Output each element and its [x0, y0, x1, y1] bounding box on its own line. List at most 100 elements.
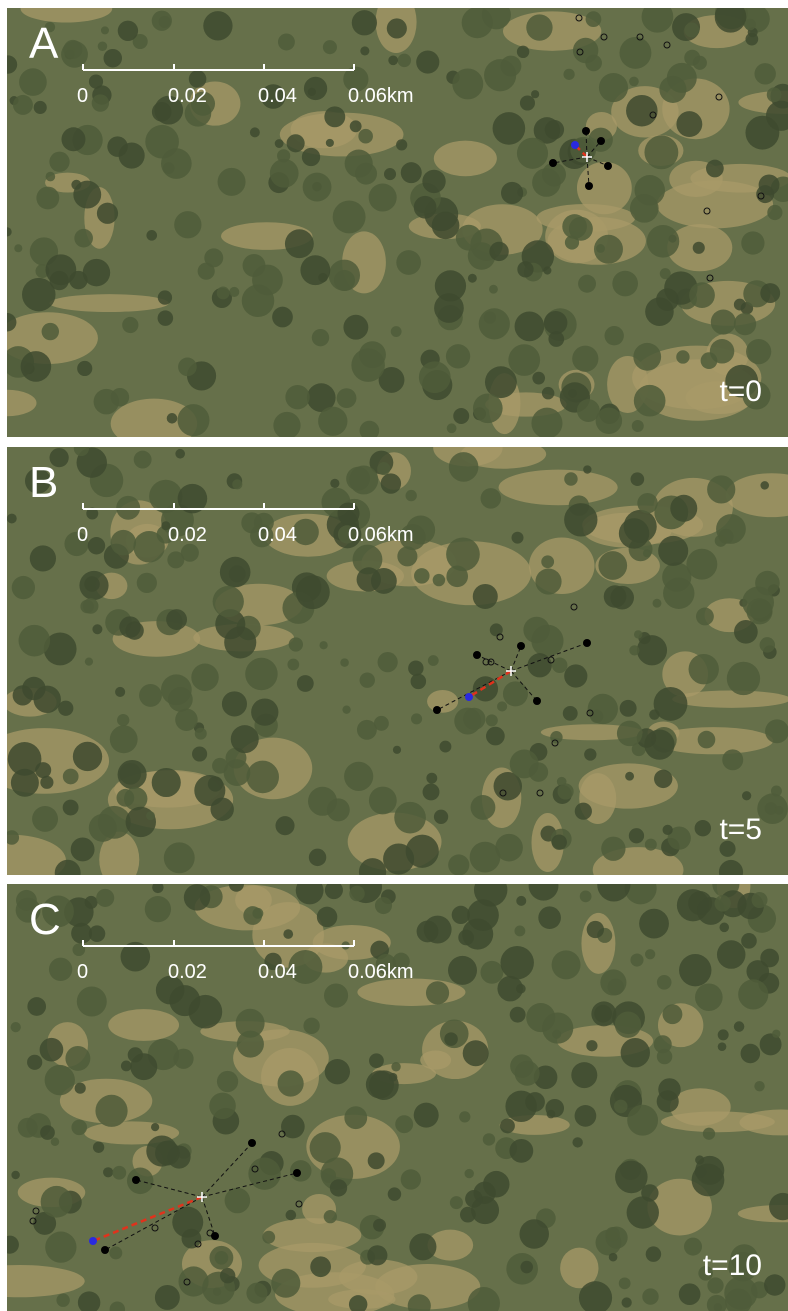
shrub	[272, 306, 293, 328]
shrub	[492, 112, 526, 145]
shrub	[306, 383, 336, 412]
shrub	[77, 1291, 101, 1311]
shrub	[130, 1053, 158, 1081]
shrub	[373, 1218, 387, 1232]
shrub	[459, 1206, 476, 1223]
shrub	[551, 950, 581, 980]
shrub	[500, 1118, 515, 1134]
bare-soil	[725, 473, 788, 518]
shrub	[274, 139, 284, 148]
shrub	[760, 283, 781, 303]
shrub	[607, 978, 625, 996]
shrub	[110, 529, 137, 556]
shrub	[603, 585, 627, 608]
shrub	[349, 465, 379, 495]
shrub	[656, 975, 672, 990]
shrub	[212, 1287, 222, 1296]
bare-soil	[7, 389, 37, 417]
shrub	[70, 837, 95, 862]
shrub	[418, 361, 451, 394]
shrub	[467, 899, 499, 932]
shrub	[72, 741, 103, 772]
shrub	[551, 657, 568, 674]
shrub	[283, 929, 294, 939]
shrub	[630, 472, 645, 487]
shrub	[288, 949, 323, 984]
shrub	[277, 33, 295, 51]
shrub	[484, 59, 517, 92]
shrub	[344, 761, 374, 791]
shrub	[77, 360, 93, 377]
shrub	[133, 450, 152, 469]
time-label: t=5	[719, 813, 762, 846]
shrub	[714, 8, 747, 33]
shrub	[157, 310, 174, 326]
shrub	[246, 1282, 268, 1304]
shrub	[35, 762, 52, 779]
shrub	[183, 884, 211, 911]
shrub	[332, 200, 366, 234]
shrub	[62, 799, 79, 816]
shrub	[235, 1008, 265, 1038]
shrub	[625, 771, 635, 781]
shrub	[359, 420, 380, 437]
shrub	[578, 274, 597, 293]
shrub	[691, 1163, 725, 1197]
shrub	[645, 297, 674, 326]
shrub	[583, 465, 592, 474]
shrub	[219, 556, 251, 588]
shrub	[465, 1189, 483, 1208]
shrub	[65, 1045, 91, 1071]
shrub	[464, 1168, 474, 1179]
shrub	[644, 838, 657, 851]
shrub	[157, 290, 173, 305]
shrub	[74, 1082, 86, 1094]
shrub	[400, 1169, 422, 1190]
shrub	[514, 311, 545, 342]
shrub	[706, 159, 724, 178]
shrub	[343, 66, 369, 92]
shrub	[50, 1137, 60, 1146]
shrub	[722, 749, 744, 771]
shrub	[448, 854, 470, 875]
shrub	[449, 1196, 463, 1210]
shrub	[706, 1294, 727, 1311]
shrub	[74, 228, 93, 248]
shrub	[109, 1301, 126, 1311]
shrub	[45, 1231, 77, 1263]
shrub	[483, 311, 497, 324]
shrub	[112, 1165, 127, 1180]
shrub	[246, 760, 279, 794]
shrub	[751, 892, 768, 909]
bare-soil	[7, 834, 66, 875]
scale-label: 0.06km	[348, 961, 414, 983]
shrub	[328, 259, 361, 291]
shrub	[62, 768, 79, 785]
shrub	[172, 1206, 204, 1238]
shrub	[604, 326, 624, 346]
shrub	[484, 366, 517, 399]
shrub	[774, 805, 784, 815]
bare-soil	[7, 1264, 85, 1298]
shrub	[741, 231, 765, 255]
shrub	[633, 342, 662, 371]
shrub	[489, 241, 509, 262]
shrub	[489, 284, 498, 294]
shrub	[646, 225, 680, 258]
shrub	[84, 657, 94, 666]
shrub	[168, 687, 193, 712]
shrub	[377, 462, 391, 476]
shrub	[321, 1168, 337, 1183]
shrub	[557, 783, 574, 800]
shrub	[733, 298, 746, 311]
other-individual	[278, 1130, 286, 1138]
shrub	[598, 551, 628, 580]
shrub	[97, 41, 108, 52]
shrub	[71, 922, 93, 944]
panel-label: B	[29, 458, 58, 507]
other-individual	[547, 656, 555, 664]
shrub	[652, 598, 662, 608]
shrub	[7, 742, 42, 776]
shrub	[209, 1092, 236, 1120]
shrub	[197, 262, 215, 280]
